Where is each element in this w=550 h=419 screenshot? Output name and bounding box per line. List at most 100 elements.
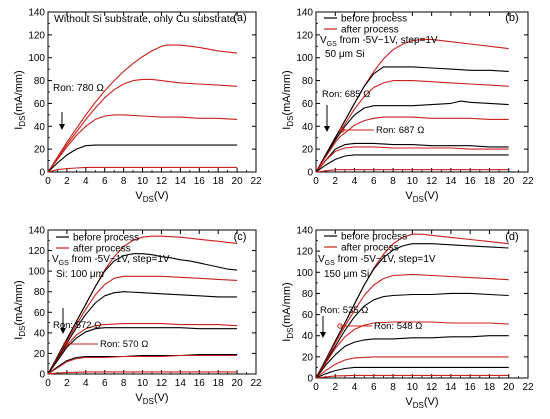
y-tick-label: 80 xyxy=(34,76,46,87)
series-line-6 xyxy=(47,327,238,375)
substrate-annotation: Si: 100 μm xyxy=(56,269,104,280)
x-tick-label: 4 xyxy=(352,176,358,187)
series-line-9 xyxy=(315,374,509,379)
x-axis-label-unit: (V) xyxy=(424,396,439,408)
y-tick-label: 60 xyxy=(34,99,46,110)
series-line-4 xyxy=(47,144,238,173)
ron-label-after: Ron: 548 Ω xyxy=(374,321,422,332)
x-axis-label-sub: DS xyxy=(413,401,424,410)
vgs-main: V xyxy=(318,254,325,265)
x-tick-label: 16 xyxy=(194,378,206,389)
x-axis-label-unit: (V) xyxy=(424,190,439,202)
y-tick-label: 140 xyxy=(28,226,45,237)
x-tick-label: 18 xyxy=(213,176,225,187)
x-tick-label: 0 xyxy=(45,378,51,389)
x-axis-label-main: V xyxy=(405,396,413,408)
y-axis-label-sub: DS xyxy=(18,326,27,337)
series-line-5 xyxy=(315,116,509,173)
x-tick-label: 6 xyxy=(102,378,108,389)
x-tick-label: 0 xyxy=(313,176,319,187)
y-axis-label-unit: (mA/mm) xyxy=(13,70,25,115)
series-line-2 xyxy=(315,243,509,379)
panel-label: (d) xyxy=(505,231,518,243)
series-line-8 xyxy=(315,366,509,379)
y-tick-label: 140 xyxy=(28,8,45,19)
ron-arrow-head xyxy=(60,328,66,334)
series-line-7 xyxy=(315,356,509,379)
ron-label-after: Ron: 570 Ω xyxy=(100,339,148,350)
x-tick-label: 10 xyxy=(407,382,419,393)
x-tick-label: 16 xyxy=(194,176,206,187)
ron-label-after: Ron: 780 Ω xyxy=(53,83,104,94)
x-tick-label: 14 xyxy=(175,176,187,187)
y-tick-label: 40 xyxy=(302,331,314,342)
ron-marker xyxy=(63,341,69,347)
substrate-annotation: 50 μm Si xyxy=(325,49,365,60)
y-axis-label-sub: DS xyxy=(18,116,27,127)
x-tick-label: 22 xyxy=(522,176,534,187)
x-tick-label: 8 xyxy=(121,176,127,187)
y-tick-label: 80 xyxy=(34,287,46,298)
x-tick-label: 2 xyxy=(332,382,338,393)
x-tick-label: 6 xyxy=(102,176,108,187)
y-tick-label: 20 xyxy=(34,145,46,156)
x-axis-label: VDS(V) xyxy=(135,392,168,406)
legend-label-1: before process xyxy=(341,232,407,243)
x-tick-label: 22 xyxy=(250,378,262,389)
x-tick-label: 12 xyxy=(156,378,168,389)
y-tick-label: 120 xyxy=(28,246,45,257)
y-tick-label: 60 xyxy=(34,308,46,319)
y-tick-label: 20 xyxy=(302,352,314,363)
y-axis-label-main: I xyxy=(281,339,293,342)
series-line-8 xyxy=(47,354,238,375)
vgs-main: V xyxy=(320,35,327,46)
series-line-1 xyxy=(47,44,238,173)
y-axis-label: IDS(mA/mm) xyxy=(13,70,27,129)
x-tick-label: 10 xyxy=(407,176,419,187)
y-tick-label: 20 xyxy=(302,145,314,156)
x-tick-label: 22 xyxy=(250,176,262,187)
x-axis-label-unit: (V) xyxy=(154,190,169,202)
x-tick-label: 18 xyxy=(484,382,496,393)
legend-label-2: after process xyxy=(341,243,399,254)
vgs-rest: from -5V~1V, step=1V xyxy=(69,254,170,265)
y-tick-label: 120 xyxy=(296,247,313,258)
panel-label: (a) xyxy=(233,12,246,24)
y-tick-label: 100 xyxy=(28,53,45,64)
y-tick-label: 0 xyxy=(39,168,45,179)
series-line-5 xyxy=(47,166,238,173)
ron-marker xyxy=(339,127,345,133)
x-axis-label: VDS(V) xyxy=(135,190,168,204)
legend-label-2: after process xyxy=(341,25,399,36)
series-line-2 xyxy=(315,66,509,173)
series-line-4 xyxy=(47,291,238,375)
ron-marker xyxy=(337,323,343,329)
series-line-2 xyxy=(47,78,238,173)
x-tick-label: 16 xyxy=(465,176,477,187)
x-tick-label: 2 xyxy=(64,176,70,187)
x-axis-label-sub: DS xyxy=(143,195,154,204)
panel-label: (b) xyxy=(505,12,518,24)
y-tick-label: 60 xyxy=(302,99,314,110)
x-tick-label: 14 xyxy=(445,176,457,187)
x-tick-label: 4 xyxy=(83,176,89,187)
x-tick-label: 20 xyxy=(232,378,244,389)
y-axis-label-unit: (mA/mm) xyxy=(281,282,293,327)
x-tick-label: 12 xyxy=(426,382,438,393)
x-axis-label-main: V xyxy=(405,190,413,202)
x-tick-label: 22 xyxy=(522,382,534,393)
x-tick-label: 6 xyxy=(371,382,377,393)
x-tick-label: 2 xyxy=(64,378,70,389)
vgs-sub: GS xyxy=(327,41,337,48)
y-tick-label: 40 xyxy=(34,328,46,339)
substrate-annotation: 150 μm Si xyxy=(324,269,369,280)
x-tick-label: 0 xyxy=(313,382,319,393)
y-tick-label: 120 xyxy=(28,30,45,41)
y-tick-label: 140 xyxy=(296,226,313,237)
vgs-annotation: VGS from -5V~1V, step=1V xyxy=(52,254,170,267)
y-axis-label-main: I xyxy=(281,127,293,130)
series-line-3 xyxy=(47,275,238,375)
x-tick-label: 8 xyxy=(121,378,127,389)
ron-label-after: Ron: 687 Ω xyxy=(376,125,424,136)
